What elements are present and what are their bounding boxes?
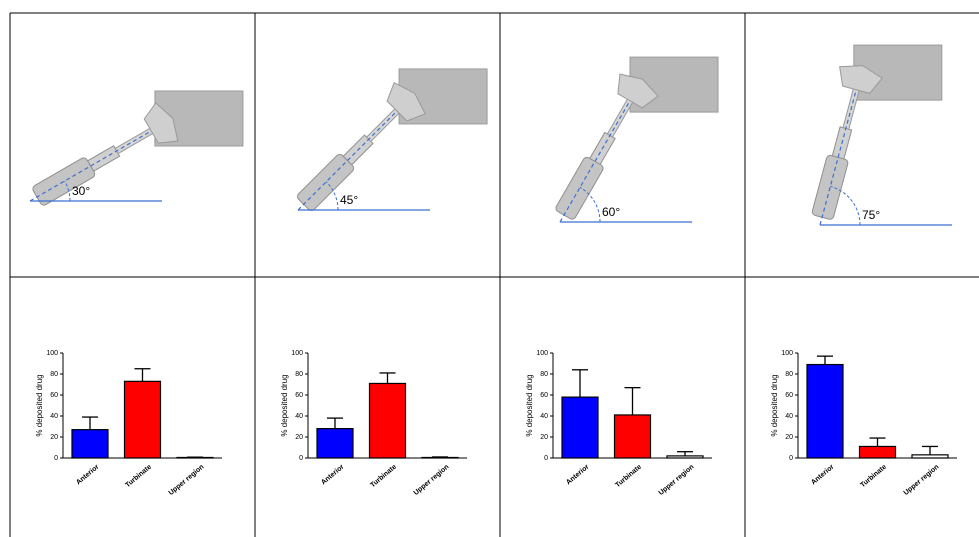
y-tick-label: 100 [536, 350, 548, 357]
y-tick-label: 100 [46, 350, 58, 357]
bar [125, 381, 161, 458]
y-tick-label: 60 [785, 392, 793, 399]
nozzle-body [811, 155, 848, 221]
bar [317, 429, 353, 458]
x-tick-label: Turbinate [124, 464, 153, 490]
y-tick-label: 0 [544, 455, 548, 462]
bar [422, 457, 458, 458]
x-tick-label: Upper region [903, 464, 941, 497]
nozzle-diagram: 75° [799, 45, 952, 231]
x-tick-label: Anterior [320, 463, 346, 486]
nozzle-diagram: 45° [282, 69, 487, 226]
y-tick-label: 40 [540, 413, 548, 420]
bar [562, 397, 598, 458]
bar [667, 456, 703, 458]
x-tick-label: Upper region [168, 464, 206, 497]
y-tick-label: 40 [785, 413, 793, 420]
y-axis-label: % deposited drug [525, 374, 534, 436]
x-tick-label: Anterior [565, 463, 591, 486]
x-tick-label: Turbinate [369, 464, 398, 490]
bar [860, 446, 896, 458]
y-tick-label: 20 [295, 434, 303, 441]
y-axis-label: % deposited drug [35, 374, 44, 436]
y-tick-label: 20 [50, 434, 58, 441]
bar-chart: 0 20 40 60 80 100 % deposited drug Anterior Turb… [770, 350, 957, 497]
y-tick-label: 20 [540, 434, 548, 441]
nozzle-body [554, 156, 604, 221]
angle-label: 30° [72, 184, 90, 198]
bar-chart: 0 20 40 60 80 100 % deposited drug Anterior Turb… [35, 350, 222, 497]
y-tick-label: 60 [540, 392, 548, 399]
bar-chart: 0 20 40 60 80 100 % deposited drug Anterior Turb… [525, 350, 712, 497]
y-tick-label: 80 [785, 371, 793, 378]
y-tick-label: 0 [54, 455, 58, 462]
y-tick-label: 80 [295, 371, 303, 378]
bar [72, 430, 108, 458]
x-tick-label: Turbinate [614, 464, 643, 490]
x-tick-label: Upper region [413, 464, 451, 497]
y-tick-label: 20 [785, 434, 793, 441]
y-tick-label: 60 [50, 392, 58, 399]
bar [177, 457, 213, 458]
angle-label: 60° [602, 205, 620, 219]
y-tick-label: 80 [540, 371, 548, 378]
figure: 30° 45° 60° 75° 0 20 40 60 80 100 % deposited drug… [0, 0, 979, 537]
angle-label: 75° [862, 208, 880, 222]
axis-dashed [560, 101, 630, 222]
axis-dashed [30, 131, 151, 201]
nozzle-diagram: 60° [541, 57, 718, 233]
x-tick-label: Upper region [658, 464, 696, 497]
y-tick-label: 0 [299, 455, 303, 462]
x-tick-label: Anterior [810, 463, 836, 486]
x-tick-label: Turbinate [859, 464, 888, 490]
y-tick-label: 80 [50, 371, 58, 378]
y-tick-label: 60 [295, 392, 303, 399]
bar [615, 415, 651, 458]
nozzle [799, 60, 884, 231]
bar [370, 383, 406, 458]
bar [912, 455, 948, 458]
bar-chart: 0 20 40 60 80 100 % deposited drug Anterior Turb… [280, 350, 467, 497]
y-axis-label: % deposited drug [280, 374, 289, 436]
angle-label: 45° [340, 193, 358, 207]
y-axis-label: % deposited drug [770, 374, 779, 436]
nozzle-diagram: 30° [19, 91, 243, 220]
x-tick-label: Anterior [75, 463, 101, 486]
y-tick-label: 40 [295, 413, 303, 420]
nozzle [19, 99, 184, 220]
y-tick-label: 0 [789, 455, 793, 462]
y-tick-label: 100 [781, 350, 793, 357]
bar [807, 365, 843, 458]
y-tick-label: 100 [291, 350, 303, 357]
y-tick-label: 40 [50, 413, 58, 420]
